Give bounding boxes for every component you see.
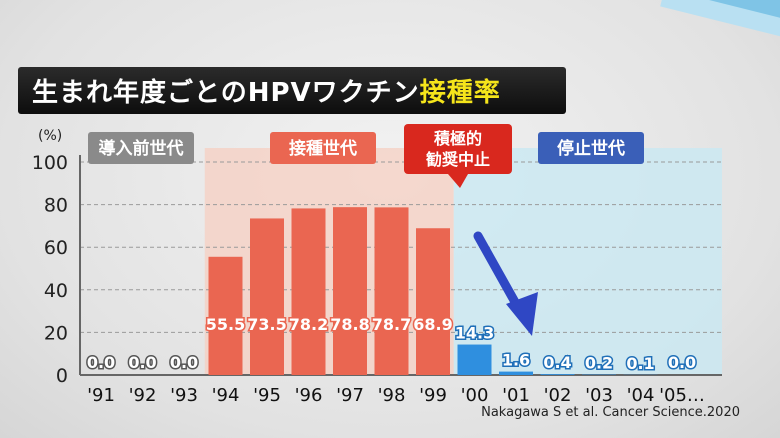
x-tick-label: '91: [87, 385, 115, 406]
bar-'95: [250, 218, 284, 375]
x-tick-label: '01: [502, 385, 530, 406]
data-label: 55.5: [206, 315, 245, 334]
data-label: 78.2: [289, 315, 328, 334]
data-label: 0.0: [128, 353, 156, 372]
arrow-shaft: [473, 231, 525, 316]
group-suspension-label: 積極的: [433, 129, 482, 148]
group-pre-introduction-box: [88, 132, 194, 164]
x-tick-label: '99: [419, 385, 447, 406]
data-label: 0.0: [87, 353, 115, 372]
group-suspension-label: 勧奨中止: [426, 150, 490, 169]
source-credit: Nakagawa S et al. Cancer Science.2020: [481, 405, 740, 420]
bar-'01: [499, 371, 533, 375]
bar-'00: [457, 344, 492, 375]
group-vaccinated-label: 接種世代: [289, 138, 357, 159]
data-label: 68.9: [413, 315, 452, 334]
x-tick-label: '96: [295, 385, 323, 406]
x-tick-label: '92: [129, 385, 157, 406]
x-tick-label: '94: [212, 385, 240, 406]
x-tick-label: '05…: [659, 385, 705, 406]
group-suspension-pointer: [448, 174, 468, 188]
group-vaccinated-box: [270, 132, 376, 164]
x-tick-label: '00: [461, 385, 489, 406]
region-stopped-generation: [453, 148, 722, 375]
bar-'99: [416, 228, 450, 375]
bar-'97: [333, 207, 367, 375]
data-label: 73.5: [247, 315, 286, 334]
bar-'94: [208, 256, 243, 375]
x-tick-label: '03: [585, 385, 613, 406]
group-suspension-box: [404, 124, 512, 174]
data-label: 14.3: [455, 324, 494, 343]
data-label: 78.8: [330, 315, 369, 334]
arrow-head: [506, 292, 538, 336]
x-tick-label: '98: [378, 385, 406, 406]
region-vaccinated-generation: [204, 148, 454, 375]
data-label: 1.6: [502, 351, 530, 370]
y-tick-label: 0: [56, 365, 68, 387]
group-stopped-label: 停止世代: [557, 138, 625, 159]
x-tick-label: '97: [336, 385, 364, 406]
chart-title-main: 生まれ年度ごとのHPVワクチン: [32, 78, 420, 108]
data-label: 78.7: [372, 315, 411, 334]
y-tick-label: 100: [32, 152, 68, 174]
data-label: 0.1: [626, 354, 654, 373]
chart-title-accent: 接種率: [419, 78, 501, 108]
group-stopped-box: [538, 132, 644, 164]
data-label: 0.4: [543, 353, 571, 372]
x-tick-label: '04: [627, 385, 655, 406]
group-pre-introduction-label: 導入前世代: [99, 138, 184, 159]
chart-title-banner: 生まれ年度ごとのHPVワクチン 接種率: [18, 67, 566, 114]
data-label: 0.0: [668, 353, 696, 372]
x-tick-label: '02: [544, 385, 572, 406]
y-tick-label: 40: [44, 280, 68, 302]
y-axis-unit: (%): [38, 128, 62, 144]
x-tick-label: '95: [253, 385, 281, 406]
y-tick-label: 60: [44, 237, 68, 259]
bar-'02: [540, 374, 575, 375]
y-tick-label: 80: [44, 195, 68, 217]
x-tick-label: '93: [170, 385, 198, 406]
data-label: 0.2: [585, 354, 613, 373]
data-label: 0.0: [170, 353, 198, 372]
y-tick-label: 20: [44, 322, 68, 344]
bar-'98: [374, 207, 409, 375]
bar-'96: [291, 208, 326, 375]
